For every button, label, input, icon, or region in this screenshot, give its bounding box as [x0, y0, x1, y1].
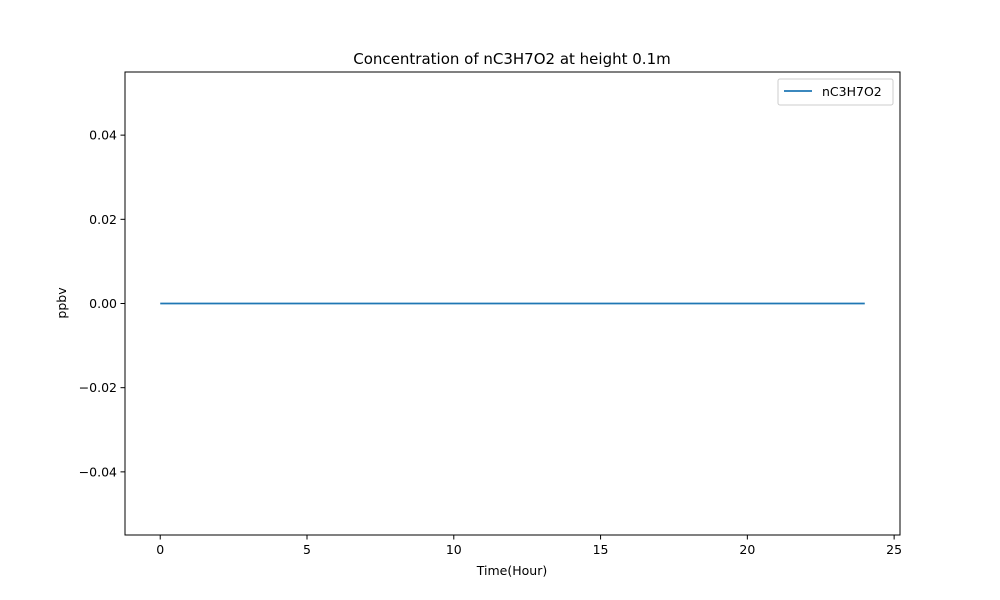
x-tick-label: 0	[156, 542, 164, 557]
y-tick-label: 0.04	[89, 128, 117, 143]
x-tick-label: 25	[886, 542, 902, 557]
x-tick-label: 10	[446, 542, 462, 557]
legend-label-nC3H7O2: nC3H7O2	[822, 84, 882, 99]
x-tick-label: 5	[303, 542, 311, 557]
legend-box	[777, 78, 894, 106]
y-tick-label: 0.02	[89, 212, 117, 227]
y-tick-label: −0.02	[79, 380, 117, 395]
chart-title: Concentration of nC3H7O2 at height 0.1m	[353, 50, 670, 68]
x-tick-label: 15	[593, 542, 609, 557]
legend: nC3H7O2	[777, 78, 894, 106]
x-axis-label: Time(Hour)	[476, 563, 547, 578]
y-axis-label: ppbv	[54, 287, 69, 319]
y-axis-ticks: −0.04 −0.02 0.00 0.02 0.04	[79, 128, 125, 479]
y-tick-label: −0.04	[79, 464, 117, 479]
x-axis-ticks: 0 5 10 15 20 25	[156, 535, 902, 557]
x-tick-label: 20	[739, 542, 755, 557]
y-tick-label: 0.00	[89, 296, 117, 311]
